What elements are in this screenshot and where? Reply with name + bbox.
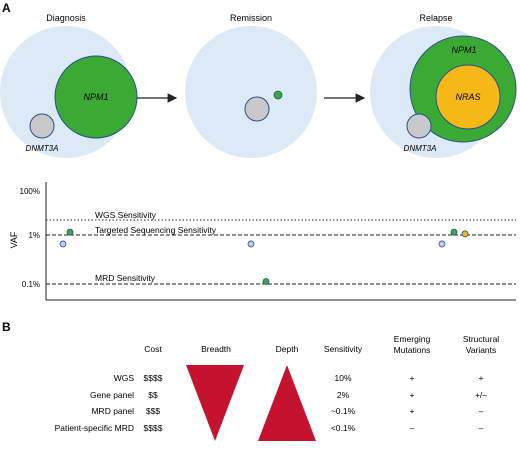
chart-ytick-100: 100%: [20, 187, 40, 196]
row-sensitivity: 10%: [334, 373, 351, 383]
row-structural: –: [479, 406, 484, 416]
stage-title-relapse: Relapse: [419, 13, 452, 23]
table-row-wgs: WGS $$$$ 10% + +: [114, 373, 484, 383]
vaf-point-relapse-npm1: [450, 228, 458, 236]
row-cost: $$$$: [144, 423, 163, 433]
wgs-sensitivity-label: WGS Sensitivity: [95, 210, 157, 220]
row-emerging: –: [410, 423, 415, 433]
panel-a-label: A: [2, 1, 11, 15]
relapse-nras-clone: [435, 64, 501, 130]
relapse-npm1-label: NPM1: [451, 45, 476, 55]
chart-ytick-1: 1%: [28, 231, 40, 240]
row-name: Patient-specific MRD: [55, 423, 134, 433]
diagnosis-npm1-label: NPM1: [83, 92, 108, 102]
breadth-triangle: [186, 365, 244, 441]
vaf-point-diagnosis-dnmt3a: [59, 240, 67, 248]
vaf-point-remission-dnmt3a: [247, 240, 255, 248]
table-row-patient-specific-mrd: Patient-specific MRD $$$$ <0.1% – –: [55, 423, 484, 433]
panel-b-label: B: [2, 320, 11, 334]
relapse-dnmt3a-label: DNMT3A: [404, 144, 437, 153]
remission-cell-population: [185, 26, 317, 158]
header-structural-line1: Structural: [463, 334, 499, 344]
row-cost: $$$: [146, 406, 160, 416]
vaf-chart: VAF 100% 1% 0.1% WGS Sensitivity Targete…: [9, 182, 516, 301]
header-sensitivity: Sensitivity: [324, 344, 363, 354]
row-structural: +: [479, 373, 484, 383]
row-structural: +/–: [475, 390, 487, 400]
diagnosis-dnmt3a-label: DNMT3A: [26, 144, 59, 153]
vaf-point-diagnosis-npm1: [66, 228, 74, 236]
diagnosis-npm1-clone: [54, 55, 138, 139]
row-name: MRD panel: [91, 406, 134, 416]
header-structural-line2: Variants: [466, 345, 497, 355]
row-cost: $$$$: [144, 373, 163, 383]
header-emerging-line1: Emerging: [394, 334, 431, 344]
row-sensitivity: ~0.1%: [331, 406, 356, 416]
header-cost: Cost: [144, 344, 162, 354]
targeted-sensitivity-label: Targeted Sequencing Sensitivity: [95, 225, 217, 235]
row-emerging: +: [410, 373, 415, 383]
header-breadth: Breadth: [201, 344, 231, 354]
stage-title-diagnosis: Diagnosis: [46, 13, 86, 23]
header-emerging-line2: Mutations: [394, 345, 431, 355]
row-structural: –: [479, 423, 484, 433]
row-sensitivity: <0.1%: [331, 423, 356, 433]
table-row-mrd-panel: MRD panel $$$ ~0.1% + –: [91, 406, 483, 416]
vaf-point-relapse-dnmt3a: [438, 240, 446, 248]
stage-title-remission: Remission: [230, 13, 272, 23]
row-emerging: +: [410, 406, 415, 416]
row-cost: $$: [148, 390, 158, 400]
mrd-sensitivity-label: MRD Sensitivity: [95, 273, 156, 283]
diagnosis-dnmt3a-clone: [29, 113, 55, 139]
depth-triangle: [258, 365, 316, 441]
row-name: Gene panel: [90, 390, 134, 400]
vaf-point-remission-npm1: [262, 278, 270, 285]
chart-points: [59, 228, 469, 285]
remission-dnmt3a-clone: [244, 96, 270, 122]
vaf-point-relapse-nras: [461, 230, 469, 238]
header-depth: Depth: [276, 344, 299, 354]
remission-npm1-clone: [273, 90, 283, 100]
table-row-gene-panel: Gene panel $$ 2% + +/–: [90, 390, 487, 400]
chart-ytick-0-1: 0.1%: [22, 280, 40, 289]
row-sensitivity: 2%: [337, 390, 350, 400]
row-emerging: +: [410, 390, 415, 400]
relapse-dnmt3a-clone: [406, 113, 432, 139]
row-name: WGS: [114, 373, 135, 383]
relapse-nras-label: NRAS: [455, 92, 480, 102]
chart-y-axis-label: VAF: [9, 231, 19, 248]
